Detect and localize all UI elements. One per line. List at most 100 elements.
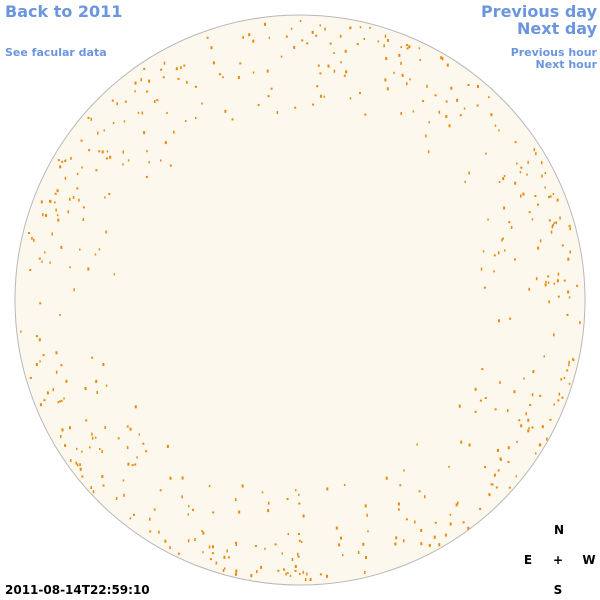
facular-point [173,130,175,134]
facular-point [485,152,487,155]
facular-point [553,221,555,224]
facular-point [474,410,477,413]
facular-point [446,63,449,67]
facular-point [343,74,346,77]
facular-point [498,129,500,132]
facular-point [254,545,257,547]
facular-point [187,539,190,543]
facular-point [75,461,77,465]
facular-point [508,221,511,224]
facular-point [552,224,555,227]
facular-point [109,155,112,159]
facular-point [428,543,431,547]
facular-point [112,122,115,125]
next-day-link[interactable]: Next day [517,19,598,38]
facular-point [399,484,402,487]
facular-point [164,141,167,145]
facular-points [20,20,581,582]
facular-point [316,85,319,88]
facular-point [549,195,552,198]
facular-link[interactable]: See facular data [5,46,107,59]
facular-point [567,257,570,261]
facular-point [497,469,500,472]
facular-point [479,399,482,402]
facular-point [418,490,421,493]
facular-point [188,505,190,508]
previous-day-link[interactable]: Previous day [481,2,598,21]
facular-point [98,150,101,153]
facular-point [309,578,312,581]
facular-point [568,296,571,299]
facular-point [224,109,227,113]
facular-point [73,288,75,292]
facular-point [569,250,571,254]
facular-point [211,552,214,555]
facular-point [510,226,513,229]
facular-point [169,546,171,550]
facular-point [480,267,483,271]
facular-point [49,199,52,203]
facular-point [514,181,517,185]
back-link[interactable]: Back to 2011 [5,2,122,21]
facular-point [146,150,148,153]
next-hour-link[interactable]: Next hour [536,58,598,71]
facular-point [455,503,458,507]
facular-point [520,194,522,198]
facular-point [134,90,136,93]
facular-point [210,558,212,561]
previous-hour-link[interactable]: Previous hour [511,46,598,59]
facular-point [290,27,293,30]
facular-point [457,501,459,505]
facular-point [557,399,560,402]
facular-point [315,34,318,37]
facular-point [513,390,516,394]
facular-point [156,99,159,102]
facular-point [123,493,125,497]
facular-point [274,543,277,546]
facular-point [252,39,255,43]
facular-point [260,565,263,569]
facular-point [287,572,289,574]
facular-point [383,44,385,48]
facular-point [557,272,560,276]
facular-point [87,116,90,119]
facular-point [428,121,430,124]
facular-point [122,479,125,482]
facular-point [20,330,22,333]
facular-point [553,333,555,337]
facular-point [400,46,402,49]
facular-point [55,351,58,355]
facular-point [412,110,415,113]
facular-point [333,52,335,54]
facular-point [579,321,581,325]
facular-point [241,484,244,488]
facular-point [544,283,547,287]
facular-point [285,572,287,576]
facular-point [108,193,111,195]
facular-point [136,456,138,459]
facular-point [129,517,132,520]
facular-point [79,463,81,467]
facular-point [523,377,525,380]
facular-point [487,218,489,221]
facular-point [566,313,569,316]
compass-center: + [553,553,563,567]
facular-point [531,426,534,429]
facular-point [467,526,470,530]
facular-point [145,450,148,453]
facular-point [324,27,326,31]
facular-point [235,569,238,573]
facular-point [143,131,146,135]
facular-point [212,61,215,65]
facular-point [409,78,411,81]
facular-point [427,150,430,154]
facular-point [312,103,315,106]
facular-point [504,249,506,252]
facular-point [422,100,425,102]
facular-point [558,392,561,396]
facular-point [535,452,537,455]
facular-point [270,87,273,90]
facular-point [522,192,525,196]
facular-point [335,526,338,530]
facular-point [493,254,496,257]
